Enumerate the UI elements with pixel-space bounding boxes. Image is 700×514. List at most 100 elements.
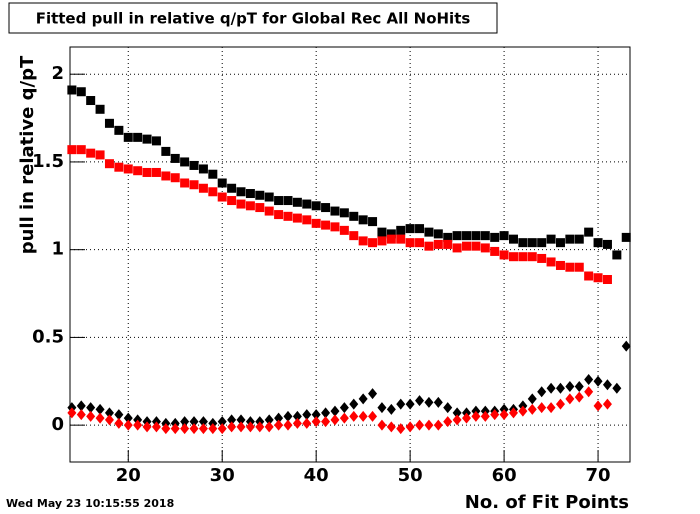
x-tick-label: 50 xyxy=(398,465,423,486)
point xyxy=(339,225,349,235)
point xyxy=(302,409,312,421)
point xyxy=(433,396,443,408)
point xyxy=(236,414,246,426)
point xyxy=(67,85,77,95)
point xyxy=(151,136,161,146)
point xyxy=(311,201,321,211)
point xyxy=(227,196,237,206)
point xyxy=(245,201,255,211)
y-tick-label: 1 xyxy=(51,239,64,260)
point xyxy=(76,145,86,155)
point xyxy=(180,416,190,428)
point xyxy=(518,252,528,262)
point xyxy=(311,218,321,228)
point xyxy=(198,423,208,435)
point xyxy=(198,183,208,193)
point xyxy=(527,393,537,405)
point xyxy=(574,381,584,393)
point xyxy=(198,164,208,174)
point xyxy=(565,381,575,393)
point xyxy=(584,271,594,281)
point xyxy=(104,407,114,419)
point xyxy=(508,252,518,262)
point xyxy=(546,257,556,267)
point xyxy=(565,262,575,272)
point xyxy=(546,234,556,244)
point xyxy=(170,423,180,435)
point xyxy=(76,400,86,412)
point xyxy=(358,393,368,405)
point xyxy=(198,416,208,428)
point xyxy=(274,196,284,206)
point xyxy=(433,419,443,431)
point xyxy=(405,224,415,234)
point xyxy=(612,250,622,260)
point xyxy=(302,199,312,209)
point xyxy=(245,421,255,433)
point xyxy=(537,386,547,398)
point xyxy=(311,409,321,421)
point xyxy=(151,167,161,177)
point xyxy=(236,199,246,209)
point xyxy=(264,192,274,202)
point xyxy=(405,398,415,410)
point xyxy=(490,246,500,256)
point xyxy=(217,416,227,428)
point xyxy=(142,421,152,433)
point xyxy=(255,203,265,213)
point xyxy=(386,403,396,415)
point xyxy=(86,96,96,106)
point xyxy=(349,231,359,241)
point xyxy=(386,234,396,244)
point xyxy=(396,398,406,410)
point xyxy=(396,423,406,435)
point xyxy=(508,234,518,244)
point xyxy=(227,421,237,433)
point xyxy=(602,239,612,249)
y-tick-label: 1.5 xyxy=(32,151,64,172)
point xyxy=(274,419,284,431)
point xyxy=(584,386,594,398)
point xyxy=(283,211,293,221)
point xyxy=(274,412,284,424)
point xyxy=(180,157,190,167)
point xyxy=(537,402,547,414)
point xyxy=(555,398,565,410)
x-tick-label: 60 xyxy=(492,465,517,486)
point xyxy=(321,407,331,419)
point xyxy=(433,229,443,239)
point xyxy=(443,402,453,414)
point xyxy=(339,208,349,218)
point xyxy=(283,196,293,206)
point xyxy=(123,419,133,431)
point xyxy=(424,241,434,251)
point xyxy=(518,405,528,417)
point xyxy=(292,197,302,207)
point xyxy=(208,187,218,197)
point xyxy=(104,118,114,128)
point xyxy=(602,275,612,285)
point xyxy=(217,423,227,435)
point xyxy=(555,260,565,270)
point xyxy=(114,417,124,429)
point xyxy=(123,412,133,424)
point xyxy=(602,379,612,391)
point xyxy=(114,125,124,135)
point xyxy=(217,192,227,202)
point xyxy=(433,239,443,249)
point xyxy=(527,252,537,262)
point xyxy=(86,148,96,158)
point xyxy=(565,393,575,405)
y-tick-label: 0 xyxy=(51,414,64,435)
point xyxy=(462,241,472,251)
point xyxy=(555,382,565,394)
point xyxy=(368,238,378,248)
point xyxy=(292,410,302,422)
point xyxy=(621,232,631,242)
point xyxy=(339,402,349,414)
point xyxy=(452,243,462,253)
point xyxy=(292,417,302,429)
point xyxy=(593,375,603,387)
point xyxy=(123,132,133,142)
point xyxy=(574,234,584,244)
